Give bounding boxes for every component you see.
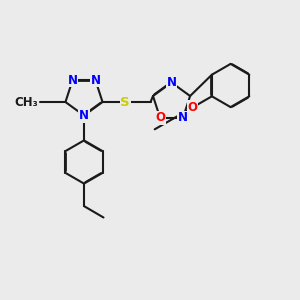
Text: N: N xyxy=(167,76,176,89)
Text: N: N xyxy=(68,74,77,87)
Text: N: N xyxy=(91,74,100,87)
Text: O: O xyxy=(155,111,165,124)
Text: O: O xyxy=(188,101,197,114)
Text: N: N xyxy=(178,111,188,124)
Text: S: S xyxy=(120,95,130,109)
Text: N: N xyxy=(79,109,89,122)
Text: CH₃: CH₃ xyxy=(15,95,38,109)
